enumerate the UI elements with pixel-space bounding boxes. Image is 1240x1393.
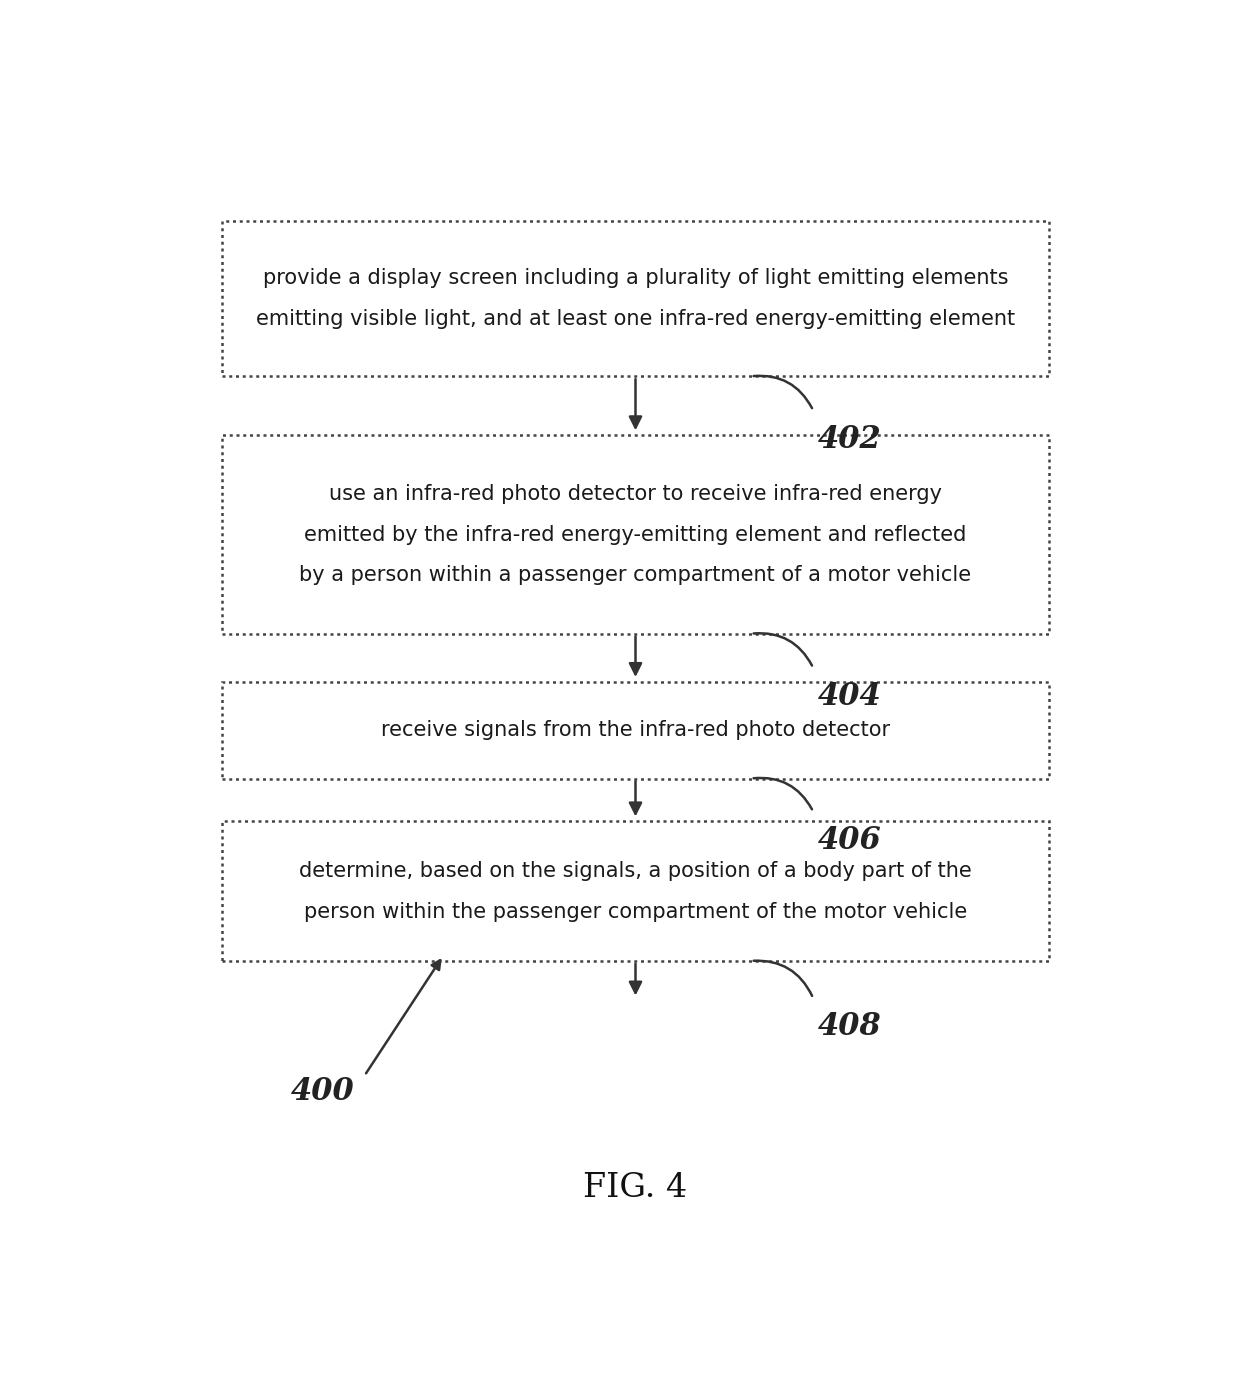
Text: 400: 400 xyxy=(291,1077,355,1107)
Text: person within the passenger compartment of the motor vehicle: person within the passenger compartment … xyxy=(304,901,967,922)
Text: provide a display screen including a plurality of light emitting elements: provide a display screen including a plu… xyxy=(263,269,1008,288)
Text: use an infra-red photo detector to receive infra-red energy: use an infra-red photo detector to recei… xyxy=(329,483,942,504)
Text: FIG. 4: FIG. 4 xyxy=(584,1173,687,1205)
Text: 402: 402 xyxy=(818,423,882,454)
Text: emitting visible light, and at least one infra-red energy-emitting element: emitting visible light, and at least one… xyxy=(255,309,1016,329)
Bar xyxy=(222,436,1049,634)
Text: emitted by the infra-red energy-emitting element and reflected: emitted by the infra-red energy-emitting… xyxy=(304,525,967,545)
Text: by a person within a passenger compartment of a motor vehicle: by a person within a passenger compartme… xyxy=(299,566,972,585)
Text: 408: 408 xyxy=(818,1011,882,1042)
Text: 406: 406 xyxy=(818,825,882,855)
Bar xyxy=(222,683,1049,779)
Bar xyxy=(222,822,1049,961)
Text: receive signals from the infra-red photo detector: receive signals from the infra-red photo… xyxy=(381,720,890,740)
Text: determine, based on the signals, a position of a body part of the: determine, based on the signals, a posit… xyxy=(299,861,972,880)
Bar xyxy=(222,220,1049,376)
Text: 404: 404 xyxy=(818,681,882,712)
